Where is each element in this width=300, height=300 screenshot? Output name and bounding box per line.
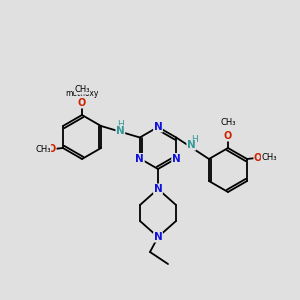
Text: H: H: [117, 120, 124, 129]
Text: N: N: [135, 154, 144, 164]
Text: N: N: [116, 126, 125, 136]
Text: CH₃: CH₃: [74, 85, 90, 94]
Text: O: O: [78, 98, 86, 108]
Text: CH₃: CH₃: [220, 118, 236, 127]
Text: N: N: [154, 232, 162, 242]
Text: O: O: [224, 131, 232, 141]
Text: H: H: [191, 135, 198, 144]
Text: CH₃: CH₃: [35, 145, 51, 154]
Text: N: N: [154, 184, 162, 194]
Text: N: N: [172, 154, 181, 164]
Text: N: N: [154, 122, 162, 132]
Text: CH₃: CH₃: [261, 154, 277, 163]
Text: N: N: [187, 140, 196, 150]
Text: methoxy: methoxy: [65, 88, 99, 98]
Text: O: O: [48, 144, 56, 154]
Text: O: O: [254, 153, 262, 163]
